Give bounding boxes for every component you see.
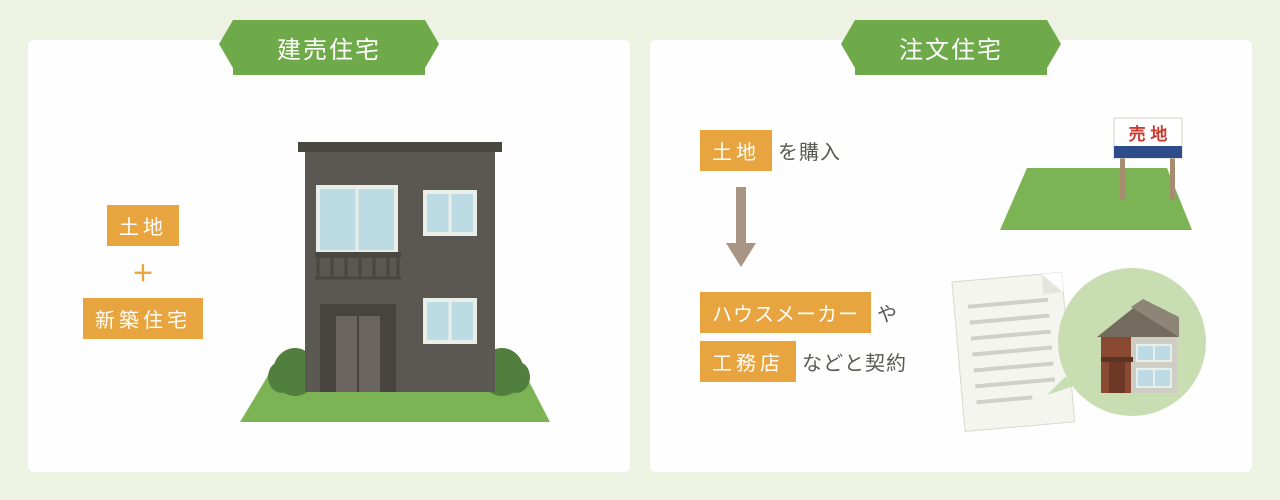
text-buy: を購入 [778, 136, 841, 165]
panel-container: 建売住宅 土地 ＋ 新築住宅 [0, 0, 1280, 500]
tag-land-buy: 土地 [700, 130, 772, 171]
ribbon-left: 建売住宅 [233, 20, 425, 75]
step1: 土地 を購入 [700, 130, 907, 171]
panel-right: 注文住宅 土地 を購入 ハウスメーカー や 工務店 などと契約 [650, 40, 1252, 472]
left-text-block: 土地 ＋ 新築住宅 [83, 205, 203, 339]
tag-land: 土地 [107, 205, 179, 246]
flow-block: 土地 を購入 ハウスメーカー や 工務店 などと契約 [700, 130, 907, 390]
plus-icon: ＋ [83, 256, 203, 288]
tag-builder: 工務店 [700, 341, 796, 382]
text-contract: などと契約 [802, 347, 907, 376]
tag-new-house: 新築住宅 [83, 298, 203, 339]
house-illustration [220, 92, 570, 442]
step2b: 工務店 などと契約 [700, 341, 907, 382]
arrow-down-icon [726, 187, 907, 272]
ribbon-right: 注文住宅 [855, 20, 1047, 75]
land-illustration: 売 地 [992, 110, 1202, 240]
sign-text: 売 地 [1129, 124, 1168, 144]
step2a: ハウスメーカー や [700, 292, 907, 333]
panel-left: 建売住宅 土地 ＋ 新築住宅 [28, 40, 630, 472]
document-illustration [937, 247, 1207, 447]
text-or: や [877, 298, 898, 327]
tag-housemaker: ハウスメーカー [700, 292, 871, 333]
